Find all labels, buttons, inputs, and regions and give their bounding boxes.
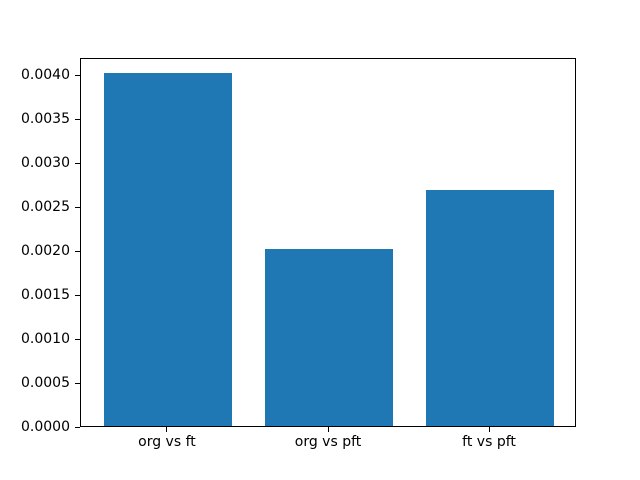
y-tick-mark: [75, 338, 80, 340]
y-tick-label: 0.0025: [21, 199, 70, 216]
y-tick-label: 0.0020: [21, 243, 70, 260]
y-tick-label: 0.0000: [21, 419, 70, 435]
y-tick-mark: [75, 118, 80, 120]
y-tick-mark: [75, 162, 80, 164]
y-tick-label: 0.0040: [21, 67, 70, 84]
y-tick-label: 0.0030: [21, 155, 70, 172]
y-tick-mark: [75, 294, 80, 296]
x-tick-mark: [488, 427, 490, 432]
y-tick-mark: [75, 426, 80, 428]
y-tick-mark: [75, 206, 80, 208]
bar-ft-vs-pft: [425, 190, 555, 426]
x-tick-label: org vs pft: [294, 434, 362, 450]
y-tick-label: 0.0035: [21, 111, 70, 128]
x-tick-label: ft vs pft: [462, 434, 516, 450]
y-tick-mark: [75, 382, 80, 384]
plot-area: [80, 57, 576, 427]
bar-org-vs-ft: [103, 73, 233, 426]
y-tick-mark: [75, 74, 80, 76]
x-tick-label: org vs ft: [138, 434, 196, 450]
y-tick-label: 0.0005: [21, 375, 70, 391]
x-tick-mark: [327, 427, 329, 432]
y-tick-mark: [75, 250, 80, 252]
y-tick-label: 0.0010: [21, 331, 70, 348]
y-tick-label: 0.0015: [21, 287, 70, 304]
bar-org-vs-pft: [264, 249, 394, 426]
x-tick-mark: [166, 427, 168, 432]
